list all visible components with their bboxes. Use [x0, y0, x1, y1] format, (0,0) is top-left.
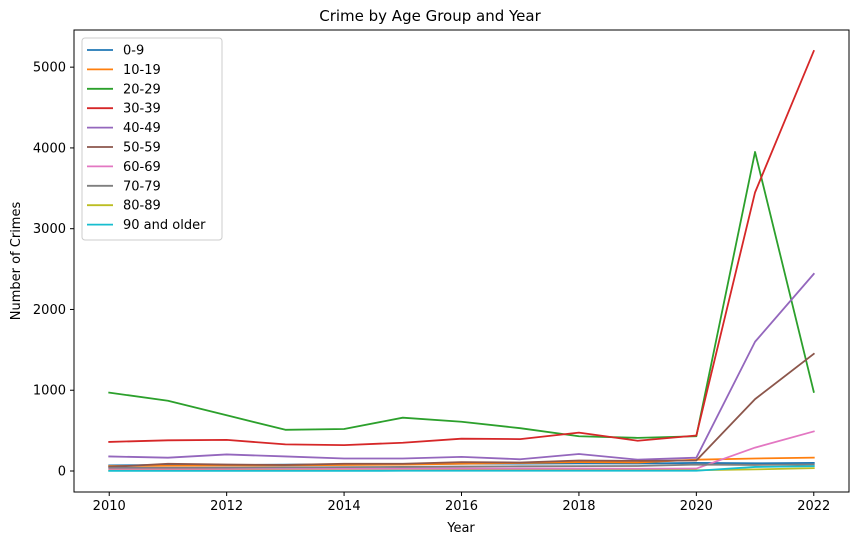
- x-axis-label: Year: [446, 521, 475, 536]
- series-line-60-69: [108, 430, 815, 471]
- legend-label-50-59: 50-59: [123, 141, 161, 156]
- plot-lines: [108, 49, 816, 472]
- x-tick-label: 2022: [797, 499, 830, 514]
- y-axis: 0 1000 2000 3000 4000 5000: [33, 61, 74, 480]
- legend-label-0-9: 0-9: [123, 44, 144, 59]
- y-tick-label: 4000: [33, 141, 66, 156]
- y-tick-label: 2000: [33, 303, 66, 318]
- legend-label-40-49: 40-49: [123, 121, 161, 136]
- series-line-50-59: [108, 352, 816, 468]
- y-tick-label: 1000: [33, 384, 66, 399]
- x-tick-label: 2016: [445, 499, 478, 514]
- legend-label-70-79: 70-79: [123, 179, 161, 194]
- legend-label-20-29: 20-29: [123, 82, 161, 97]
- x-tick-label: 2014: [328, 499, 361, 514]
- legend-label-60-69: 60-69: [123, 160, 161, 175]
- y-tick-label: 0: [58, 465, 66, 480]
- y-tick-label: 3000: [33, 222, 66, 237]
- legend-label-30-39: 30-39: [123, 102, 161, 117]
- series-line-70-79: [108, 463, 815, 469]
- legend-label-10-19: 10-19: [123, 63, 161, 78]
- legend-label-90-and-older: 90 and older: [123, 218, 206, 233]
- x-tick-label: 2010: [93, 499, 126, 514]
- series-line-40-49: [108, 272, 816, 461]
- x-tick-label: 2018: [562, 499, 595, 514]
- x-axis: 2010 2012 2014 2016 2018 2020 2022: [93, 492, 830, 514]
- legend-box: [81, 37, 223, 241]
- x-tick-label: 2012: [210, 499, 243, 514]
- x-tick-label: 2020: [680, 499, 713, 514]
- y-tick-label: 5000: [33, 61, 66, 76]
- series-line-90-and-older: [108, 465, 815, 472]
- legend-label-80-89: 80-89: [123, 199, 161, 214]
- chart-title: Crime by Age Group and Year: [319, 7, 541, 25]
- legend: 0-9 10-19 20-29 30-39 40-49 50-59 60-69 70-79 80…: [81, 37, 223, 241]
- y-axis-label: Number of Crimes: [9, 202, 24, 321]
- series-line-30-39: [108, 49, 815, 447]
